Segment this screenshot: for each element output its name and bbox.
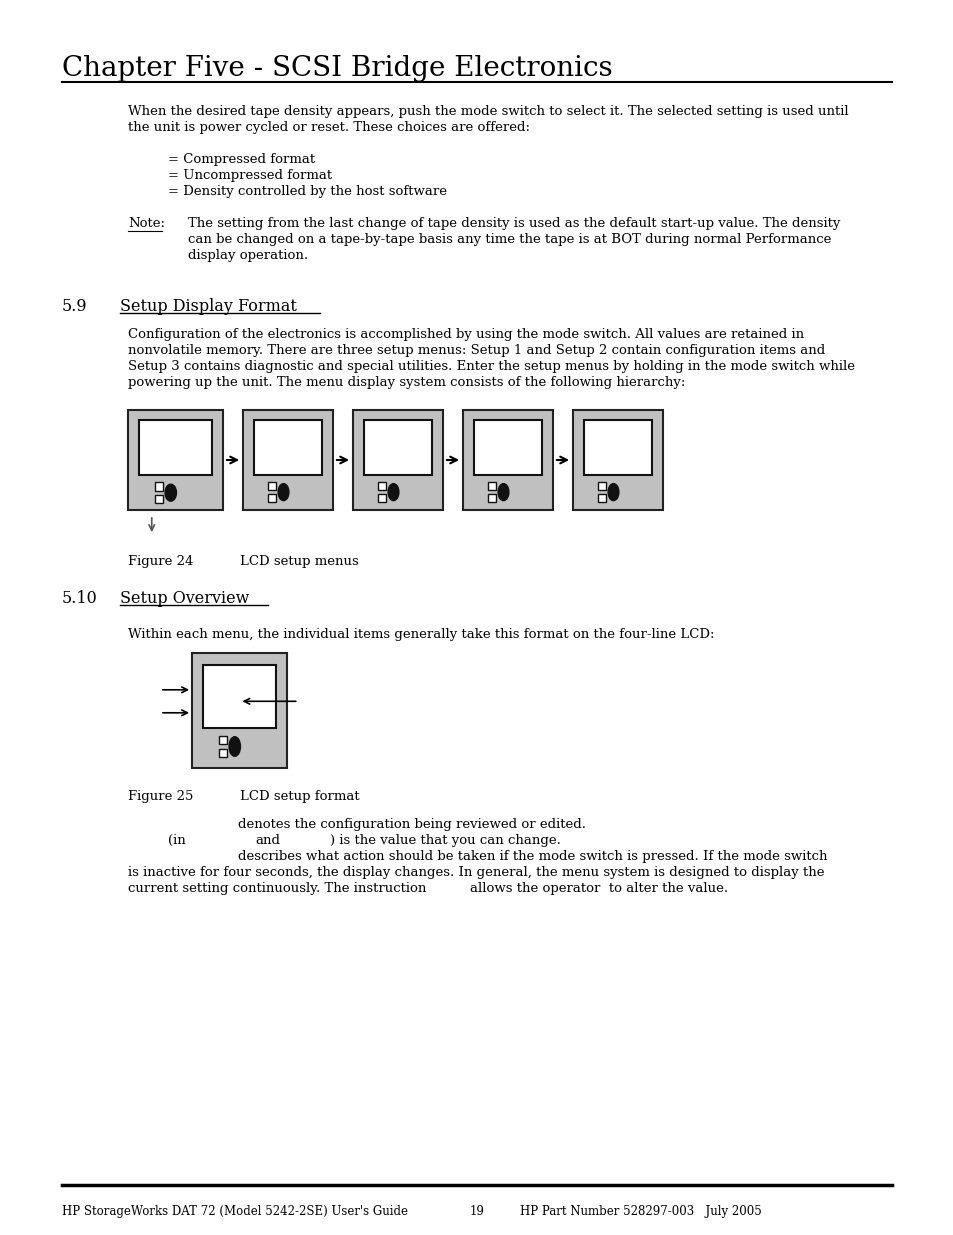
- Bar: [353, 410, 442, 510]
- Text: Configuration of the electronics is accomplished by using the mode switch. All v: Configuration of the electronics is acco…: [128, 329, 803, 341]
- Ellipse shape: [165, 484, 176, 501]
- Text: current setting continuously. The instruction: current setting continuously. The instru…: [128, 882, 426, 895]
- Text: When the desired tape density appears, push the mode switch to select it. The se: When the desired tape density appears, p…: [128, 105, 848, 119]
- Bar: [218, 736, 227, 745]
- Bar: [203, 664, 275, 727]
- Text: Figure 24: Figure 24: [128, 555, 193, 568]
- Bar: [488, 494, 496, 503]
- Bar: [598, 482, 606, 490]
- Text: 5.10: 5.10: [62, 590, 97, 606]
- Bar: [474, 420, 541, 475]
- Bar: [268, 482, 276, 490]
- Text: powering up the unit. The menu display system consists of the following hierarch: powering up the unit. The menu display s…: [128, 375, 684, 389]
- Bar: [268, 494, 276, 503]
- Text: HP StorageWorks DAT 72 (Model 5242-2SE) User's Guide: HP StorageWorks DAT 72 (Model 5242-2SE) …: [62, 1205, 408, 1218]
- Bar: [363, 420, 432, 475]
- Text: = Density controlled by the host software: = Density controlled by the host softwar…: [168, 185, 447, 198]
- Text: 19: 19: [470, 1205, 484, 1218]
- Text: Setup Overview: Setup Overview: [120, 590, 249, 606]
- Text: = Compressed format: = Compressed format: [168, 153, 314, 165]
- Bar: [377, 494, 386, 503]
- Text: denotes the configuration being reviewed or edited.: denotes the configuration being reviewed…: [237, 818, 585, 831]
- Bar: [243, 410, 333, 510]
- Text: display operation.: display operation.: [188, 249, 308, 262]
- Bar: [128, 410, 223, 510]
- Text: can be changed on a tape-by-tape basis any time the tape is at BOT during normal: can be changed on a tape-by-tape basis a…: [188, 233, 830, 246]
- Bar: [573, 410, 662, 510]
- Text: LCD setup menus: LCD setup menus: [240, 555, 358, 568]
- Text: nonvolatile memory. There are three setup menus: Setup 1 and Setup 2 contain con: nonvolatile memory. There are three setu…: [128, 345, 824, 357]
- Text: Figure 25: Figure 25: [128, 790, 193, 803]
- Text: LCD setup format: LCD setup format: [240, 790, 359, 803]
- Bar: [139, 420, 212, 475]
- Text: Within each menu, the individual items generally take this format on the four-li: Within each menu, the individual items g…: [128, 629, 714, 641]
- Bar: [154, 495, 163, 504]
- Bar: [253, 420, 322, 475]
- Bar: [488, 482, 496, 490]
- Text: allows the operator  to alter the value.: allows the operator to alter the value.: [470, 882, 727, 895]
- Bar: [218, 748, 227, 757]
- Ellipse shape: [278, 484, 289, 500]
- Text: Setup 3 contains diagnostic and special utilities. Enter the setup menus by hold: Setup 3 contains diagnostic and special …: [128, 359, 854, 373]
- Text: Setup Display Format: Setup Display Format: [120, 298, 296, 315]
- Text: (in: (in: [168, 834, 186, 847]
- Text: The setting from the last change of tape density is used as the default start-up: The setting from the last change of tape…: [188, 217, 840, 230]
- Text: is inactive for four seconds, the display changes. In general, the menu system i: is inactive for four seconds, the displa…: [128, 866, 823, 879]
- Text: HP Part Number 528297-003   July 2005: HP Part Number 528297-003 July 2005: [519, 1205, 760, 1218]
- Ellipse shape: [497, 484, 508, 500]
- Text: the unit is power cycled or reset. These choices are offered:: the unit is power cycled or reset. These…: [128, 121, 530, 135]
- Text: = Uncompressed format: = Uncompressed format: [168, 169, 332, 182]
- Bar: [192, 653, 287, 768]
- Text: describes what action should be taken if the mode switch is pressed. If the mode: describes what action should be taken if…: [237, 850, 826, 863]
- Text: 5.9: 5.9: [62, 298, 88, 315]
- Ellipse shape: [229, 737, 240, 756]
- Bar: [598, 494, 606, 503]
- Text: and: and: [254, 834, 280, 847]
- Ellipse shape: [607, 484, 618, 500]
- Bar: [462, 410, 553, 510]
- Text: ) is the value that you can change.: ) is the value that you can change.: [330, 834, 560, 847]
- Bar: [583, 420, 652, 475]
- Ellipse shape: [388, 484, 398, 500]
- Bar: [154, 482, 163, 490]
- Bar: [377, 482, 386, 490]
- Text: Chapter Five - SCSI Bridge Electronics: Chapter Five - SCSI Bridge Electronics: [62, 56, 612, 82]
- Text: Note:: Note:: [128, 217, 165, 230]
